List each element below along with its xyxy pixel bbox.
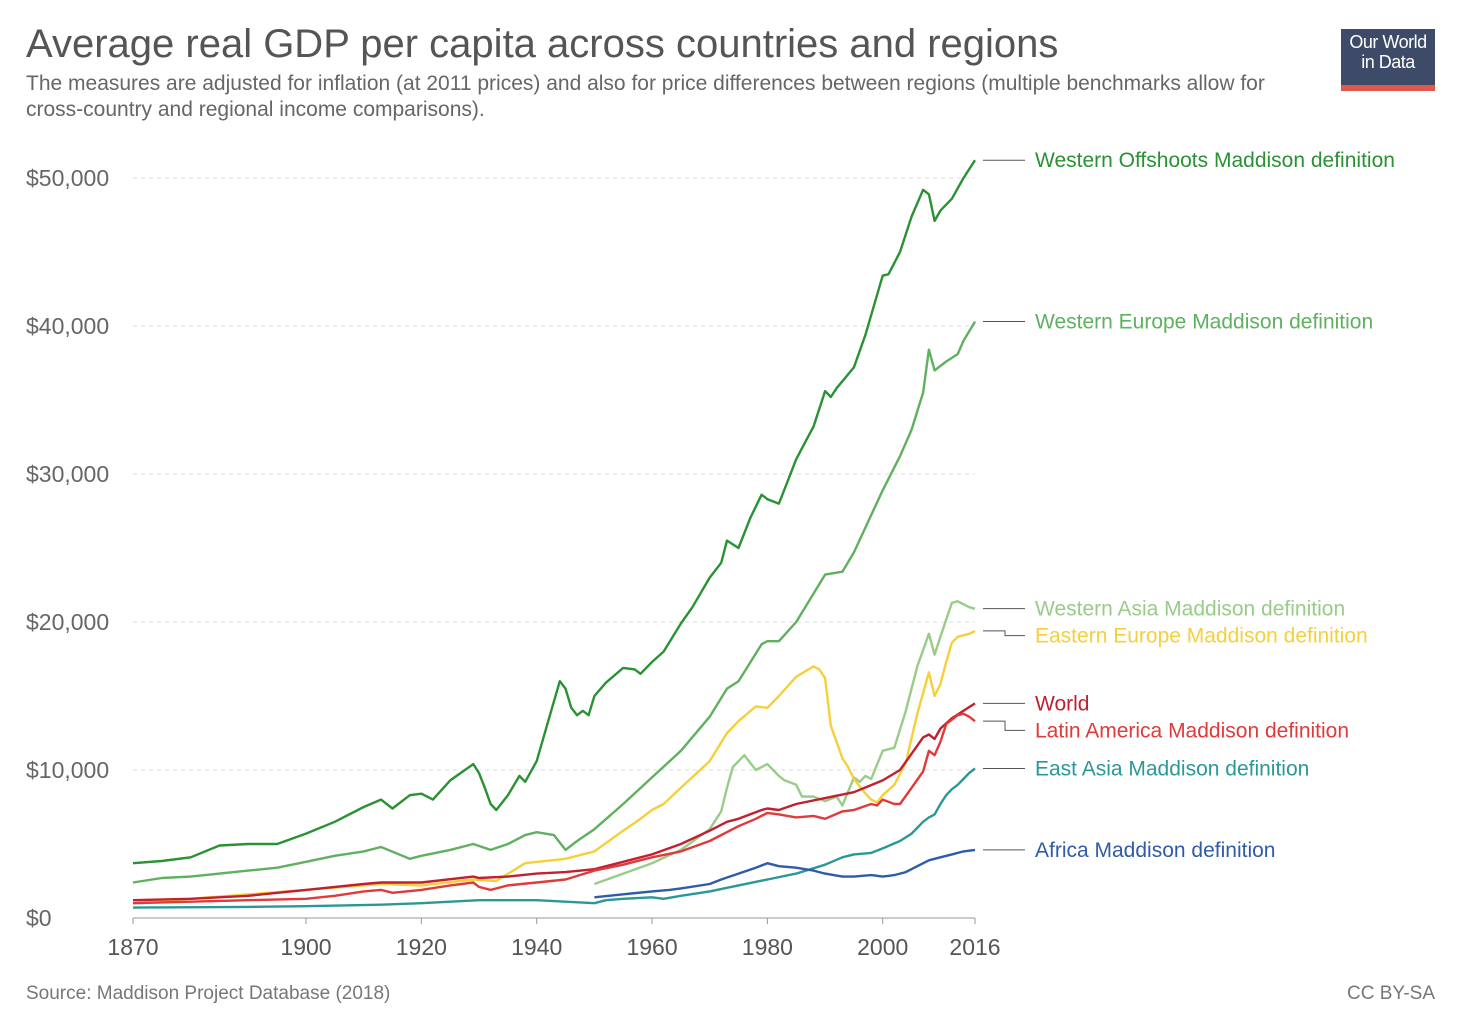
series-line[interactable]	[132, 702, 976, 902]
series-label[interactable]: Western Offshoots Maddison definition	[1035, 149, 1395, 172]
x-tick-label: 1900	[280, 934, 331, 960]
series-label[interactable]: Latin America Maddison definition	[1035, 719, 1349, 742]
x-tick-label: 1960	[626, 934, 677, 960]
x-tick-label: 1940	[511, 934, 562, 960]
series-label-leader	[983, 720, 1025, 731]
series-line[interactable]	[132, 629, 976, 905]
series-labels: Western Offshoots Maddison definition Wes…	[983, 149, 1395, 862]
series-label[interactable]: Eastern Europe Maddison definition	[1035, 625, 1368, 648]
source-note: Source: Maddison Project Database (2018)	[26, 983, 391, 1004]
owid-logo[interactable]: Our World in Data	[1341, 29, 1435, 91]
series-label[interactable]: World	[1035, 692, 1089, 715]
y-tick-label: $10,000	[26, 757, 109, 783]
grid-lines	[133, 177, 975, 919]
logo-accent-bar	[1341, 85, 1435, 91]
x-tick-label: 1870	[107, 934, 158, 960]
series-line[interactable]	[594, 848, 976, 899]
y-axis: $0 $10,000 $20,000 $30,000 $40,000 $50,000	[26, 165, 109, 931]
series-label-leader	[983, 630, 1025, 637]
series-lines	[132, 159, 977, 909]
y-tick-label: $0	[26, 905, 52, 931]
y-tick-label: $50,000	[26, 165, 109, 191]
x-tick-label: 2016	[949, 934, 1000, 960]
x-axis: 1870 1900 1920 1940 1960 1980 2000 2016	[107, 918, 1001, 960]
y-tick-label: $30,000	[26, 461, 109, 487]
logo-line-1: Our World	[1349, 32, 1427, 52]
chart-subtitle: The measures are adjusted for inflation …	[26, 72, 1265, 121]
series-line[interactable]	[132, 712, 976, 905]
x-tick-label: 2000	[857, 934, 908, 960]
series-line[interactable]	[132, 320, 977, 884]
series-label[interactable]: Western Europe Maddison definition	[1035, 311, 1373, 334]
x-tick-label: 1980	[742, 934, 793, 960]
chart-title: Average real GDP per capita across count…	[26, 22, 1059, 66]
logo-line-2: in Data	[1361, 52, 1415, 72]
y-tick-label: $40,000	[26, 313, 109, 339]
y-tick-label: $20,000	[26, 609, 109, 635]
series-line[interactable]	[132, 767, 976, 909]
license-link[interactable]: CC BY-SA	[1347, 983, 1435, 1004]
series-label[interactable]: Africa Maddison definition	[1035, 839, 1275, 862]
series-label[interactable]: East Asia Maddison definition	[1035, 758, 1309, 781]
series-line[interactable]	[132, 159, 977, 865]
series-label[interactable]: Western Asia Maddison definition	[1035, 598, 1345, 621]
series-line[interactable]	[593, 600, 976, 886]
x-tick-label: 1920	[396, 934, 447, 960]
